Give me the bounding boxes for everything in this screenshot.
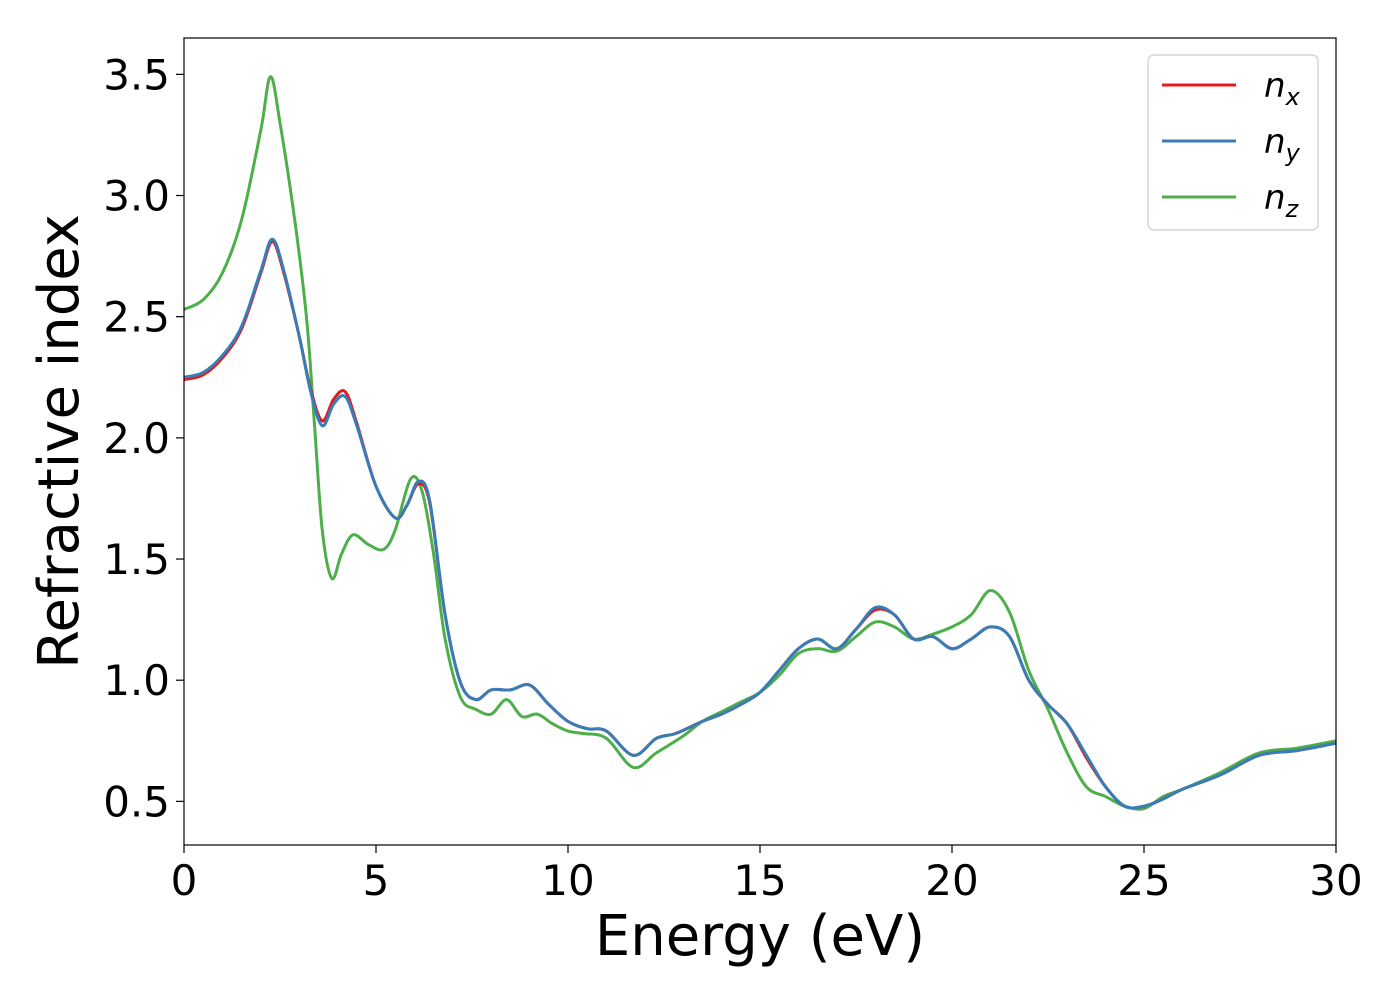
x-tick-label: 15 bbox=[733, 856, 786, 905]
x-axis-label: Energy (eV) bbox=[595, 904, 925, 969]
x-tick-label: 10 bbox=[541, 856, 594, 905]
series-layer bbox=[184, 75, 1336, 811]
y-tick-label: 3.0 bbox=[103, 172, 170, 221]
x-tick-label: 30 bbox=[1309, 856, 1362, 905]
x-axis: 0 5 10 15 20 25 30 bbox=[171, 845, 1363, 905]
legend-label-x: nx bbox=[1264, 66, 1301, 111]
y-tick-label: 2.0 bbox=[103, 414, 170, 463]
y-tick-label: 1.0 bbox=[103, 656, 170, 705]
legend-label-y: ny bbox=[1264, 122, 1301, 167]
y-tick-label: 2.5 bbox=[103, 293, 170, 342]
series-line-z bbox=[184, 75, 1336, 811]
series-line-y bbox=[184, 237, 1336, 810]
legend-label-z: nz bbox=[1264, 178, 1300, 223]
x-tick-label: 25 bbox=[1117, 856, 1170, 905]
x-tick-label: 20 bbox=[925, 856, 978, 905]
series-line-x bbox=[184, 240, 1336, 810]
y-tick-label: 1.5 bbox=[103, 535, 170, 584]
x-tick-label: 0 bbox=[171, 856, 198, 905]
x-tick-label: 5 bbox=[363, 856, 390, 905]
y-tick-label: 3.5 bbox=[103, 50, 170, 99]
y-tick-label: 0.5 bbox=[103, 777, 170, 826]
y-axis: 0.5 1.0 1.5 2.0 2.5 3.0 3.5 bbox=[103, 50, 184, 826]
legend: nx ny nz bbox=[1147, 54, 1319, 231]
y-axis-label: Refractive index bbox=[27, 214, 92, 669]
